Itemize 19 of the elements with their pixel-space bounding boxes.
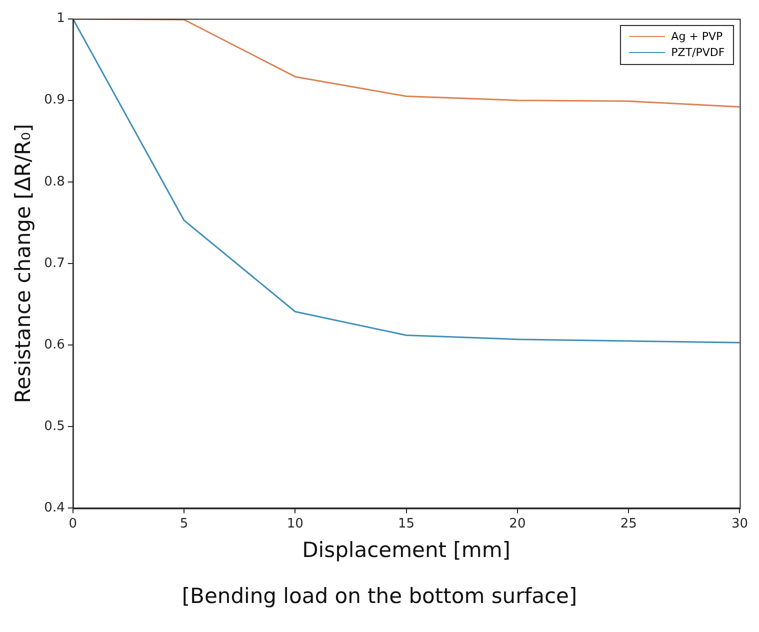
- y-tick-label: 0.9: [44, 92, 65, 108]
- legend-label: PZT/PVDF: [671, 44, 725, 61]
- x-tick-label: 5: [180, 516, 188, 532]
- y-tick-label: 0.4: [44, 500, 65, 516]
- x-tick-label: 10: [286, 516, 304, 532]
- y-tick-label: 0.6: [44, 337, 65, 352]
- legend-label: Ag + PVP: [671, 28, 723, 45]
- y-tick-label: 0.8: [44, 174, 65, 190]
- text: [Bending load on the bottom surface]: [180, 584, 578, 608]
- x-tick-label: 20: [509, 516, 526, 532]
- x-tick-label: 30: [731, 516, 748, 532]
- y-tick-label: 1: [56, 11, 65, 26]
- x-tick-label: 0: [68, 516, 78, 532]
- x-axis-title: Displacement [mm]: [302, 538, 510, 562]
- x-tick-label: 15: [398, 516, 415, 532]
- y-tick-label: 0.5: [44, 419, 65, 434]
- y-tick-label: 0.7: [44, 256, 65, 271]
- x-tick-label: 25: [620, 516, 637, 532]
- y-axis-title: Resistance change [ΔR/R₀]: [11, 124, 36, 404]
